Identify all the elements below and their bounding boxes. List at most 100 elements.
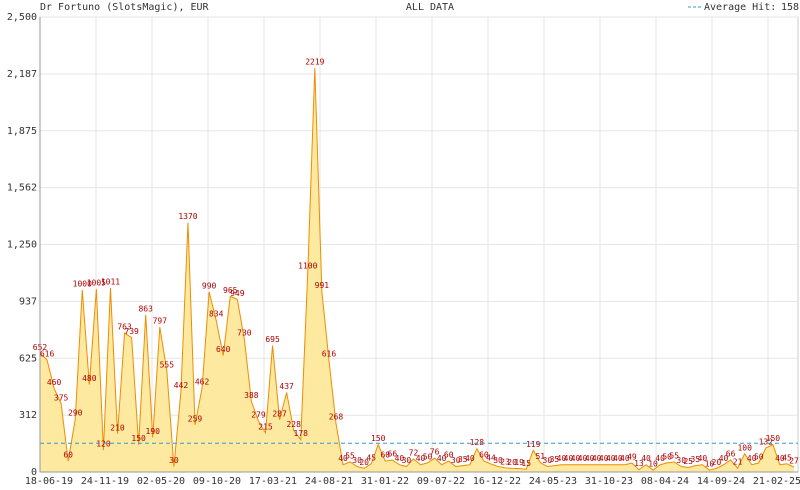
value-label: 40 <box>641 454 651 463</box>
x-tick-label: 18-06-19 <box>25 476 73 487</box>
value-label: 834 <box>209 310 224 319</box>
value-label: 35 <box>458 455 468 464</box>
x-tick-label: 14-09-24 <box>697 476 745 487</box>
value-label: 1100 <box>298 261 317 270</box>
value-label: 76 <box>430 448 440 457</box>
value-label: 30 <box>352 456 362 465</box>
y-tick-label: 2,187 <box>7 69 37 80</box>
x-tick-label: 08-04-24 <box>641 476 689 487</box>
value-label: 35 <box>691 455 701 464</box>
y-tick-label: 1,875 <box>7 126 37 137</box>
value-label: 40 <box>338 454 348 463</box>
value-label: 150 <box>766 434 781 443</box>
value-label: 60 <box>63 451 73 460</box>
value-label: 640 <box>216 345 231 354</box>
value-label: 40 <box>747 454 757 463</box>
value-label: 45 <box>366 453 376 462</box>
y-tick-label: 1,562 <box>7 183 37 194</box>
value-label: 49 <box>627 453 637 462</box>
y-tick-label: 2,500 <box>7 12 37 23</box>
value-label: 730 <box>237 329 252 338</box>
value-label: 797 <box>153 316 168 325</box>
value-label: 40 <box>571 454 581 463</box>
line <box>39 68 795 471</box>
value-label: 1000 <box>73 280 92 289</box>
value-label: 215 <box>258 422 273 431</box>
value-label: 437 <box>279 382 294 391</box>
value-label: 10 <box>648 460 658 469</box>
value-label: 10 <box>705 460 715 469</box>
value-label: 210 <box>110 423 125 432</box>
value-label: 290 <box>68 409 83 418</box>
area <box>40 68 794 472</box>
value-label: 30 <box>543 456 553 465</box>
x-tick-label: 09-07-22 <box>417 476 465 487</box>
value-label: 40 <box>395 454 405 463</box>
value-label: 1370 <box>178 212 197 221</box>
value-label: 460 <box>47 378 62 387</box>
value-label: 30 <box>676 456 686 465</box>
value-label: 44 <box>486 453 496 462</box>
value-label: 66 <box>726 449 736 458</box>
value-label: 50 <box>423 452 433 461</box>
value-label: 949 <box>230 289 245 298</box>
value-label: 15 <box>521 459 531 468</box>
value-label: 1005 <box>87 279 106 288</box>
x-tick-label: 24-11-19 <box>81 476 129 487</box>
chart-subtitle: ALL DATA <box>406 2 454 13</box>
value-label: 20 <box>507 458 517 467</box>
y-tick-label: 312 <box>19 410 37 421</box>
value-label: 287 <box>272 409 287 418</box>
x-tick-label: 24-05-23 <box>529 476 577 487</box>
value-label: 190 <box>146 427 161 436</box>
value-label: 30 <box>493 456 503 465</box>
x-tick-label: 31-10-23 <box>585 476 633 487</box>
y-tick-label: 0 <box>31 467 37 478</box>
x-tick-label: 21-02-25 <box>753 476 800 487</box>
x-tick-label: 02-05-20 <box>137 476 185 487</box>
value-label: 72 <box>409 448 419 457</box>
value-label: 863 <box>138 304 153 313</box>
value-label: 20 <box>712 458 722 467</box>
value-label: 51 <box>535 452 545 461</box>
value-label: 100 <box>737 443 752 452</box>
value-label: 50 <box>754 452 764 461</box>
value-label: 13 <box>634 459 644 468</box>
value-label: 40 <box>437 454 447 463</box>
x-tick-label: 09-10-20 <box>193 476 241 487</box>
value-label: 40 <box>416 454 426 463</box>
value-label: 40 <box>719 454 729 463</box>
value-label: 25 <box>683 457 693 466</box>
value-label: 45 <box>782 453 792 462</box>
value-label: 128 <box>470 438 485 447</box>
value-label: 50 <box>662 452 672 461</box>
x-tick-label: 17-03-21 <box>249 476 297 487</box>
value-label: 20 <box>359 458 369 467</box>
value-label: 442 <box>174 381 189 390</box>
value-label: 40 <box>592 454 602 463</box>
value-label: 555 <box>160 360 175 369</box>
value-label: 40 <box>698 454 708 463</box>
value-label: 30 <box>451 456 461 465</box>
value-label: 40 <box>585 454 595 463</box>
x-tick-label: 24-08-21 <box>305 476 353 487</box>
value-label: 40 <box>564 454 574 463</box>
value-label: 40 <box>465 454 475 463</box>
value-label: 965 <box>223 286 238 295</box>
value-label: 60 <box>444 451 454 460</box>
value-label: 40 <box>620 454 630 463</box>
value-label: 21 <box>733 458 743 467</box>
value-label: 279 <box>251 411 266 420</box>
value-label: 66 <box>388 449 398 458</box>
value-label: 119 <box>526 440 541 449</box>
y-tick-label: 625 <box>19 353 37 364</box>
value-label: 268 <box>329 413 344 422</box>
value-label: 616 <box>40 349 55 358</box>
value-label: 40 <box>599 454 609 463</box>
value-label: 132 <box>759 437 774 446</box>
value-label: 60 <box>479 451 489 460</box>
value-label: 150 <box>371 434 386 443</box>
value-label: 991 <box>315 281 330 290</box>
value-label: 228 <box>286 420 301 429</box>
value-label: 40 <box>606 454 616 463</box>
